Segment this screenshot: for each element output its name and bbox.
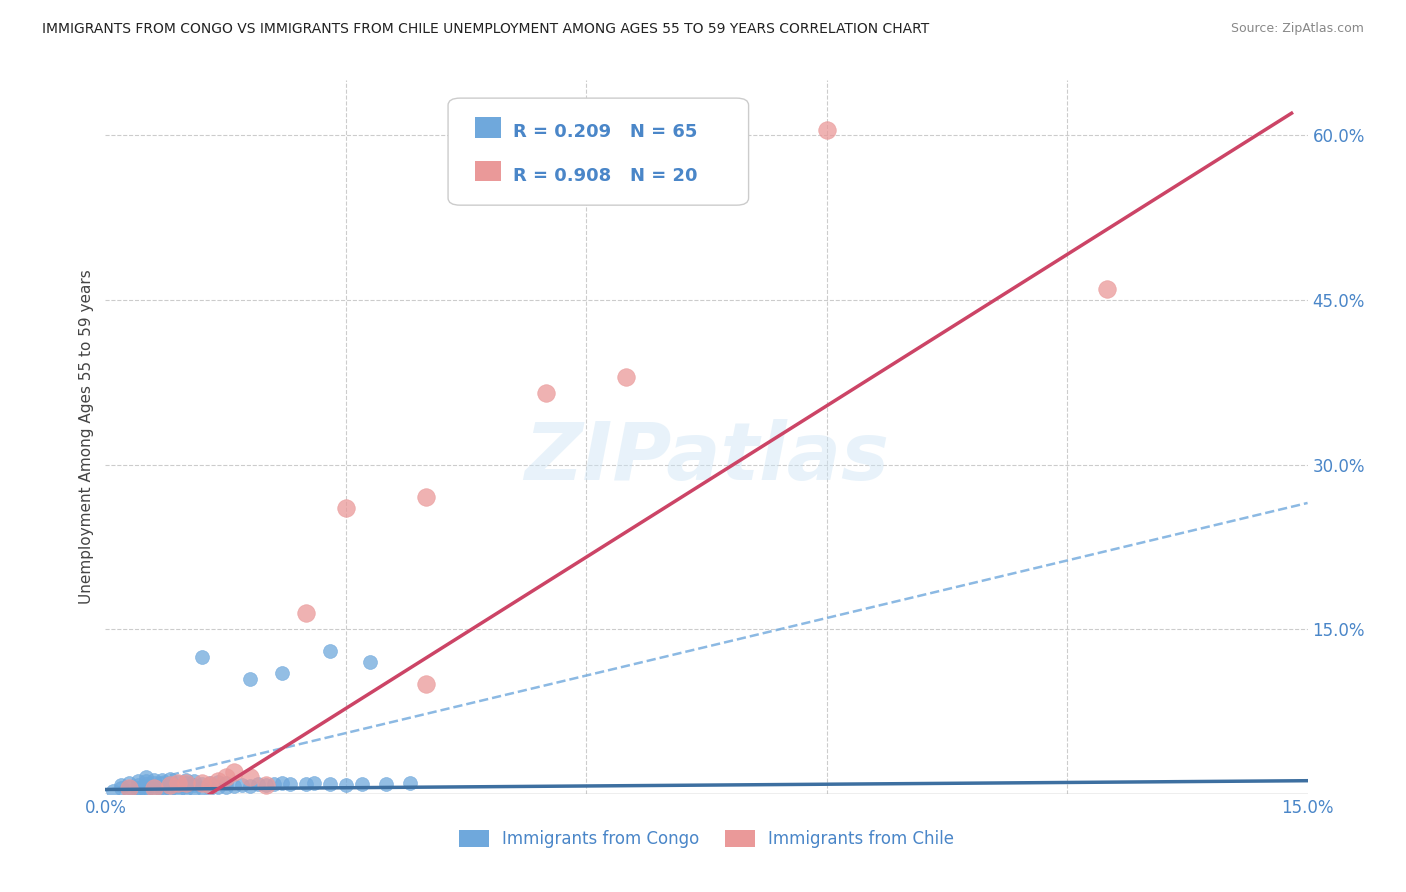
Point <box>150 783 173 797</box>
Point <box>207 774 229 789</box>
Point <box>118 780 141 795</box>
Point <box>183 782 205 797</box>
Point <box>118 776 141 790</box>
Point <box>350 777 373 791</box>
Point <box>190 776 212 790</box>
Point <box>135 771 157 785</box>
Point <box>127 785 149 799</box>
Point <box>254 778 277 792</box>
FancyBboxPatch shape <box>449 98 748 205</box>
Point <box>534 386 557 401</box>
Point <box>190 781 212 796</box>
Point <box>183 778 205 792</box>
Point <box>166 779 188 793</box>
Point <box>159 778 181 792</box>
Point <box>278 777 301 791</box>
Point <box>174 782 197 797</box>
Point <box>207 780 229 795</box>
Point <box>207 773 229 788</box>
Point <box>270 776 292 790</box>
Point <box>159 779 181 793</box>
Point <box>190 649 212 664</box>
Point <box>142 779 165 793</box>
Point <box>150 777 173 791</box>
Point <box>335 501 357 516</box>
Point <box>103 783 125 797</box>
Point <box>190 777 212 791</box>
Point <box>246 777 269 791</box>
Point <box>335 778 357 792</box>
Point <box>110 778 132 792</box>
Point <box>142 776 165 790</box>
Point <box>214 771 236 785</box>
Point <box>415 491 437 505</box>
Point <box>815 122 838 136</box>
Point <box>302 776 325 790</box>
Text: R = 0.908   N = 20: R = 0.908 N = 20 <box>513 167 697 185</box>
Point <box>135 783 157 797</box>
Text: IMMIGRANTS FROM CONGO VS IMMIGRANTS FROM CHILE UNEMPLOYMENT AMONG AGES 55 TO 59 : IMMIGRANTS FROM CONGO VS IMMIGRANTS FROM… <box>42 22 929 37</box>
Point <box>295 606 318 620</box>
Point <box>118 781 141 796</box>
Point <box>198 781 221 796</box>
Point <box>142 782 165 797</box>
Point <box>127 778 149 792</box>
Bar <box>474 118 501 137</box>
Point <box>222 779 245 793</box>
Point <box>1097 282 1119 296</box>
Point <box>166 776 188 790</box>
Point <box>159 776 181 790</box>
Point <box>214 776 236 790</box>
Point <box>616 369 638 384</box>
Text: Source: ZipAtlas.com: Source: ZipAtlas.com <box>1230 22 1364 36</box>
Point <box>359 655 381 669</box>
Text: R = 0.209   N = 65: R = 0.209 N = 65 <box>513 123 697 141</box>
Point <box>166 774 188 789</box>
Point <box>374 777 398 791</box>
Bar <box>474 161 501 181</box>
Point <box>127 781 149 796</box>
Point <box>150 780 173 795</box>
Point <box>239 672 262 686</box>
Point <box>174 772 197 787</box>
Point <box>214 780 236 795</box>
Point <box>198 776 221 790</box>
Point <box>319 644 342 658</box>
Point <box>174 779 197 793</box>
Point <box>231 778 253 792</box>
Point <box>118 783 141 797</box>
Text: ZIPatlas: ZIPatlas <box>524 419 889 498</box>
Point <box>263 777 285 791</box>
Point <box>166 783 188 797</box>
Legend: Immigrants from Congo, Immigrants from Chile: Immigrants from Congo, Immigrants from C… <box>454 825 959 854</box>
Point <box>159 772 181 786</box>
Point <box>135 773 157 788</box>
Point <box>254 778 277 792</box>
Point <box>110 781 132 796</box>
Point <box>270 666 292 681</box>
Point <box>183 773 205 788</box>
Point <box>142 781 165 796</box>
Point <box>159 782 181 797</box>
Point <box>399 776 422 790</box>
Point <box>135 777 157 791</box>
Point <box>295 777 318 791</box>
Point <box>415 677 437 691</box>
Point <box>174 776 197 790</box>
Point <box>127 773 149 788</box>
Y-axis label: Unemployment Among Ages 55 to 59 years: Unemployment Among Ages 55 to 59 years <box>79 269 94 605</box>
Point <box>142 772 165 787</box>
Point <box>135 780 157 795</box>
Point <box>222 764 245 779</box>
Point <box>239 779 262 793</box>
Point <box>174 776 197 790</box>
Point <box>198 778 221 792</box>
Point <box>319 777 342 791</box>
Point <box>239 771 262 785</box>
Point <box>150 772 173 787</box>
